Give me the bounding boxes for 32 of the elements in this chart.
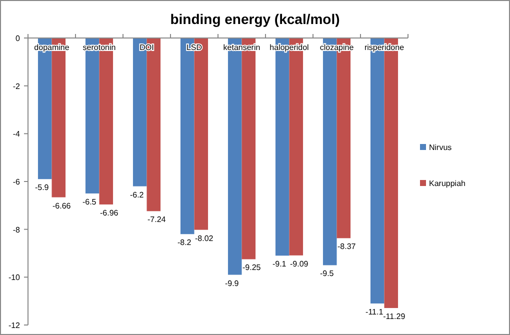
data-label: -6.2 xyxy=(130,190,144,200)
legend-label: Karuppiah xyxy=(429,179,466,188)
x-tick-label: haloperidol xyxy=(270,43,310,52)
data-label: -8.37 xyxy=(338,242,356,252)
y-tick-label: -10 xyxy=(8,273,21,282)
x-tick-label: dopamine xyxy=(34,43,70,52)
data-label: -9.5 xyxy=(320,269,334,278)
y-tick-label: -12 xyxy=(8,321,21,330)
y-tick-label: -6 xyxy=(12,178,21,186)
data-label: -11.1 xyxy=(366,307,384,316)
y-tick-label: -2 xyxy=(12,82,21,91)
data-label: -8.02 xyxy=(195,234,214,243)
x-tick-label: clozapine xyxy=(320,43,354,52)
data-label: -8.2 xyxy=(177,238,192,248)
data-label: -9.9 xyxy=(224,278,240,288)
data-label: -9.25 xyxy=(242,263,262,272)
legend-label: Nirvus xyxy=(429,143,452,152)
y-tick-label: -4 xyxy=(12,130,21,139)
data-label: -6.96 xyxy=(100,208,119,218)
data-label: -7.24 xyxy=(148,215,166,224)
y-tick-label: 0 xyxy=(16,34,21,43)
data-label: -9.1 xyxy=(272,260,287,269)
x-tick-label: ketanserin xyxy=(223,43,260,52)
x-tick-label: serotonin xyxy=(82,43,116,52)
data-label: -6.5 xyxy=(82,197,97,206)
data-label: -6.66 xyxy=(52,201,72,210)
y-tick-label: -8 xyxy=(12,225,21,234)
x-tick-label: risperidone xyxy=(364,43,405,52)
data-label: -5.9 xyxy=(34,183,50,192)
chart-title: binding energy (kcal/mol) xyxy=(170,11,340,27)
data-label: -9.09 xyxy=(290,259,309,268)
data-label: -11.29 xyxy=(383,312,406,322)
